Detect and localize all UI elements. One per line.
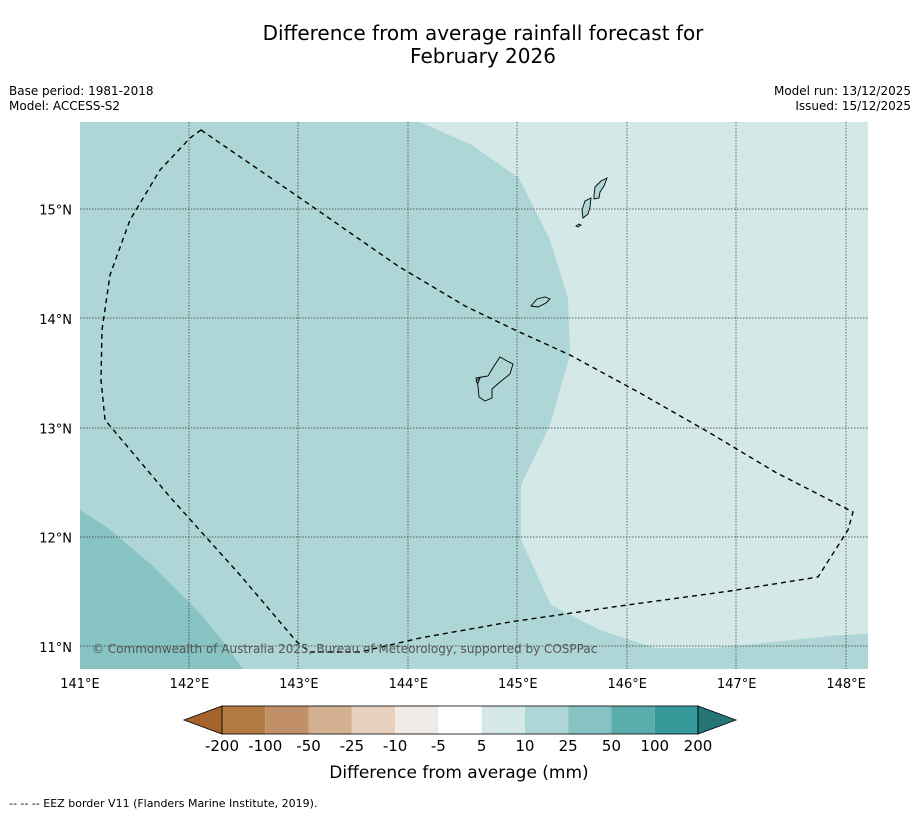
y-tick-label: 14°N	[39, 313, 72, 328]
colorbar-tick-label: -100	[248, 737, 282, 755]
copyright-notice: © Commonwealth of Australia 2025, Bureau…	[92, 642, 597, 656]
issued-date: Issued: 15/12/2025	[795, 99, 911, 113]
colorbar-tick-label: -25	[340, 737, 365, 755]
region-25-50mm	[80, 510, 243, 669]
colorbar-labels: -200 -100 -50 -25 -10 -5 5 10 25 50 100 200	[205, 737, 712, 755]
colorbar-box	[611, 706, 655, 734]
x-tick-label: 142°E	[170, 677, 210, 692]
colorbar-box	[568, 706, 612, 734]
region-10-25mm	[80, 122, 868, 669]
colorbar-tick-label: 50	[602, 737, 621, 755]
island-tinian	[581, 197, 592, 219]
colorbar-box	[438, 706, 482, 734]
colorbar-tick-label: -10	[383, 737, 408, 755]
x-tick-label: 147°E	[717, 677, 757, 692]
colorbar-tick-label: 5	[477, 737, 487, 755]
chart-title: Difference from average rainfall forecas…	[0, 22, 919, 68]
island-guam-point	[475, 376, 482, 384]
title-line-1: Difference from average rainfall forecas…	[262, 21, 704, 45]
model-run: Model run: 13/12/2025	[773, 84, 911, 98]
colorbar-box	[481, 706, 525, 734]
eez-footnote: -- -- -- EEZ border V11 (Flanders Marine…	[9, 797, 318, 810]
eez-border	[100, 129, 854, 653]
title-line-2: February 2026	[410, 44, 556, 68]
island-guam	[475, 356, 514, 402]
y-axis-ticks: 15°N 14°N 13°N 12°N 11°N	[39, 204, 72, 657]
colorbar-box	[524, 706, 569, 734]
colorbar	[182, 705, 738, 735]
meta-left: Base period: 1981-2018 Model: ACCESS-S2	[9, 84, 154, 114]
colorbar-extend-high	[697, 705, 738, 735]
y-tick-label: 13°N	[39, 422, 72, 437]
x-tick-label: 148°E	[826, 677, 866, 692]
colorbar-tick-label: -200	[205, 737, 239, 755]
x-tick-label: 146°E	[607, 677, 647, 692]
region-5-10mm-corner	[832, 122, 868, 129]
x-tick-label: 145°E	[498, 677, 538, 692]
y-tick-label: 11°N	[39, 641, 72, 656]
colorbar-tick-label: -50	[296, 737, 321, 755]
colorbar-tick-label: -5	[431, 737, 446, 755]
colorbar-tick-label: 100	[640, 737, 669, 755]
colorbar-box	[308, 706, 352, 734]
x-axis-ticks: 141°E 142°E 143°E 144°E 145°E 146°E 147°E 148°E	[60, 677, 866, 692]
model-name: Model: ACCESS-S2	[9, 99, 121, 113]
island-rota	[530, 296, 551, 308]
colorbar-frame	[221, 705, 699, 735]
colorbar-tick-label: 10	[515, 737, 534, 755]
colorbar-box	[222, 706, 266, 734]
island-saipan	[593, 177, 608, 200]
colorbar-extend-low	[182, 705, 223, 735]
colorbar-tick-label: 200	[684, 737, 713, 755]
y-tick-label: 12°N	[39, 532, 72, 547]
island-aguijan	[575, 223, 582, 228]
islands	[475, 177, 608, 402]
x-tick-label: 143°E	[279, 677, 319, 692]
x-tick-label: 141°E	[60, 677, 100, 692]
base-period: Base period: 1981-2018	[9, 84, 154, 98]
map-area	[80, 122, 868, 669]
colorbar-box	[351, 706, 396, 734]
y-tick-label: 15°N	[39, 204, 72, 219]
colorbar-box	[654, 706, 698, 734]
colorbar-box	[265, 706, 309, 734]
x-tick-label: 144°E	[389, 677, 429, 692]
colorbar-title: Difference from average (mm)	[329, 763, 588, 783]
graticule	[80, 122, 868, 669]
meta-right: Model run: 13/12/2025 Issued: 15/12/2025	[774, 84, 911, 114]
colorbar-tick-label: 25	[559, 737, 578, 755]
colorbar-box	[395, 706, 439, 734]
